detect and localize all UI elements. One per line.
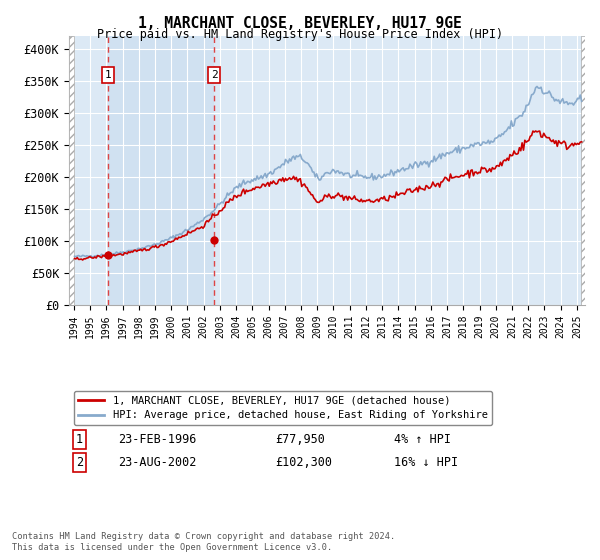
- Text: 1: 1: [76, 433, 83, 446]
- Text: 4% ↑ HPI: 4% ↑ HPI: [394, 433, 451, 446]
- Text: 23-AUG-2002: 23-AUG-2002: [118, 456, 196, 469]
- Legend: 1, MARCHANT CLOSE, BEVERLEY, HU17 9GE (detached house), HPI: Average price, deta: 1, MARCHANT CLOSE, BEVERLEY, HU17 9GE (d…: [74, 391, 492, 424]
- Text: Contains HM Land Registry data © Crown copyright and database right 2024.
This d: Contains HM Land Registry data © Crown c…: [12, 532, 395, 552]
- Text: £102,300: £102,300: [275, 456, 332, 469]
- Text: 2: 2: [76, 456, 83, 469]
- Text: 1: 1: [105, 70, 112, 80]
- Bar: [108, 36, 214, 305]
- Text: £77,950: £77,950: [275, 433, 325, 446]
- Text: 1, MARCHANT CLOSE, BEVERLEY, HU17 9GE: 1, MARCHANT CLOSE, BEVERLEY, HU17 9GE: [138, 16, 462, 31]
- Text: 16% ↓ HPI: 16% ↓ HPI: [394, 456, 458, 469]
- Text: 23-FEB-1996: 23-FEB-1996: [118, 433, 196, 446]
- Text: Price paid vs. HM Land Registry's House Price Index (HPI): Price paid vs. HM Land Registry's House …: [97, 28, 503, 41]
- Text: 2: 2: [211, 70, 217, 80]
